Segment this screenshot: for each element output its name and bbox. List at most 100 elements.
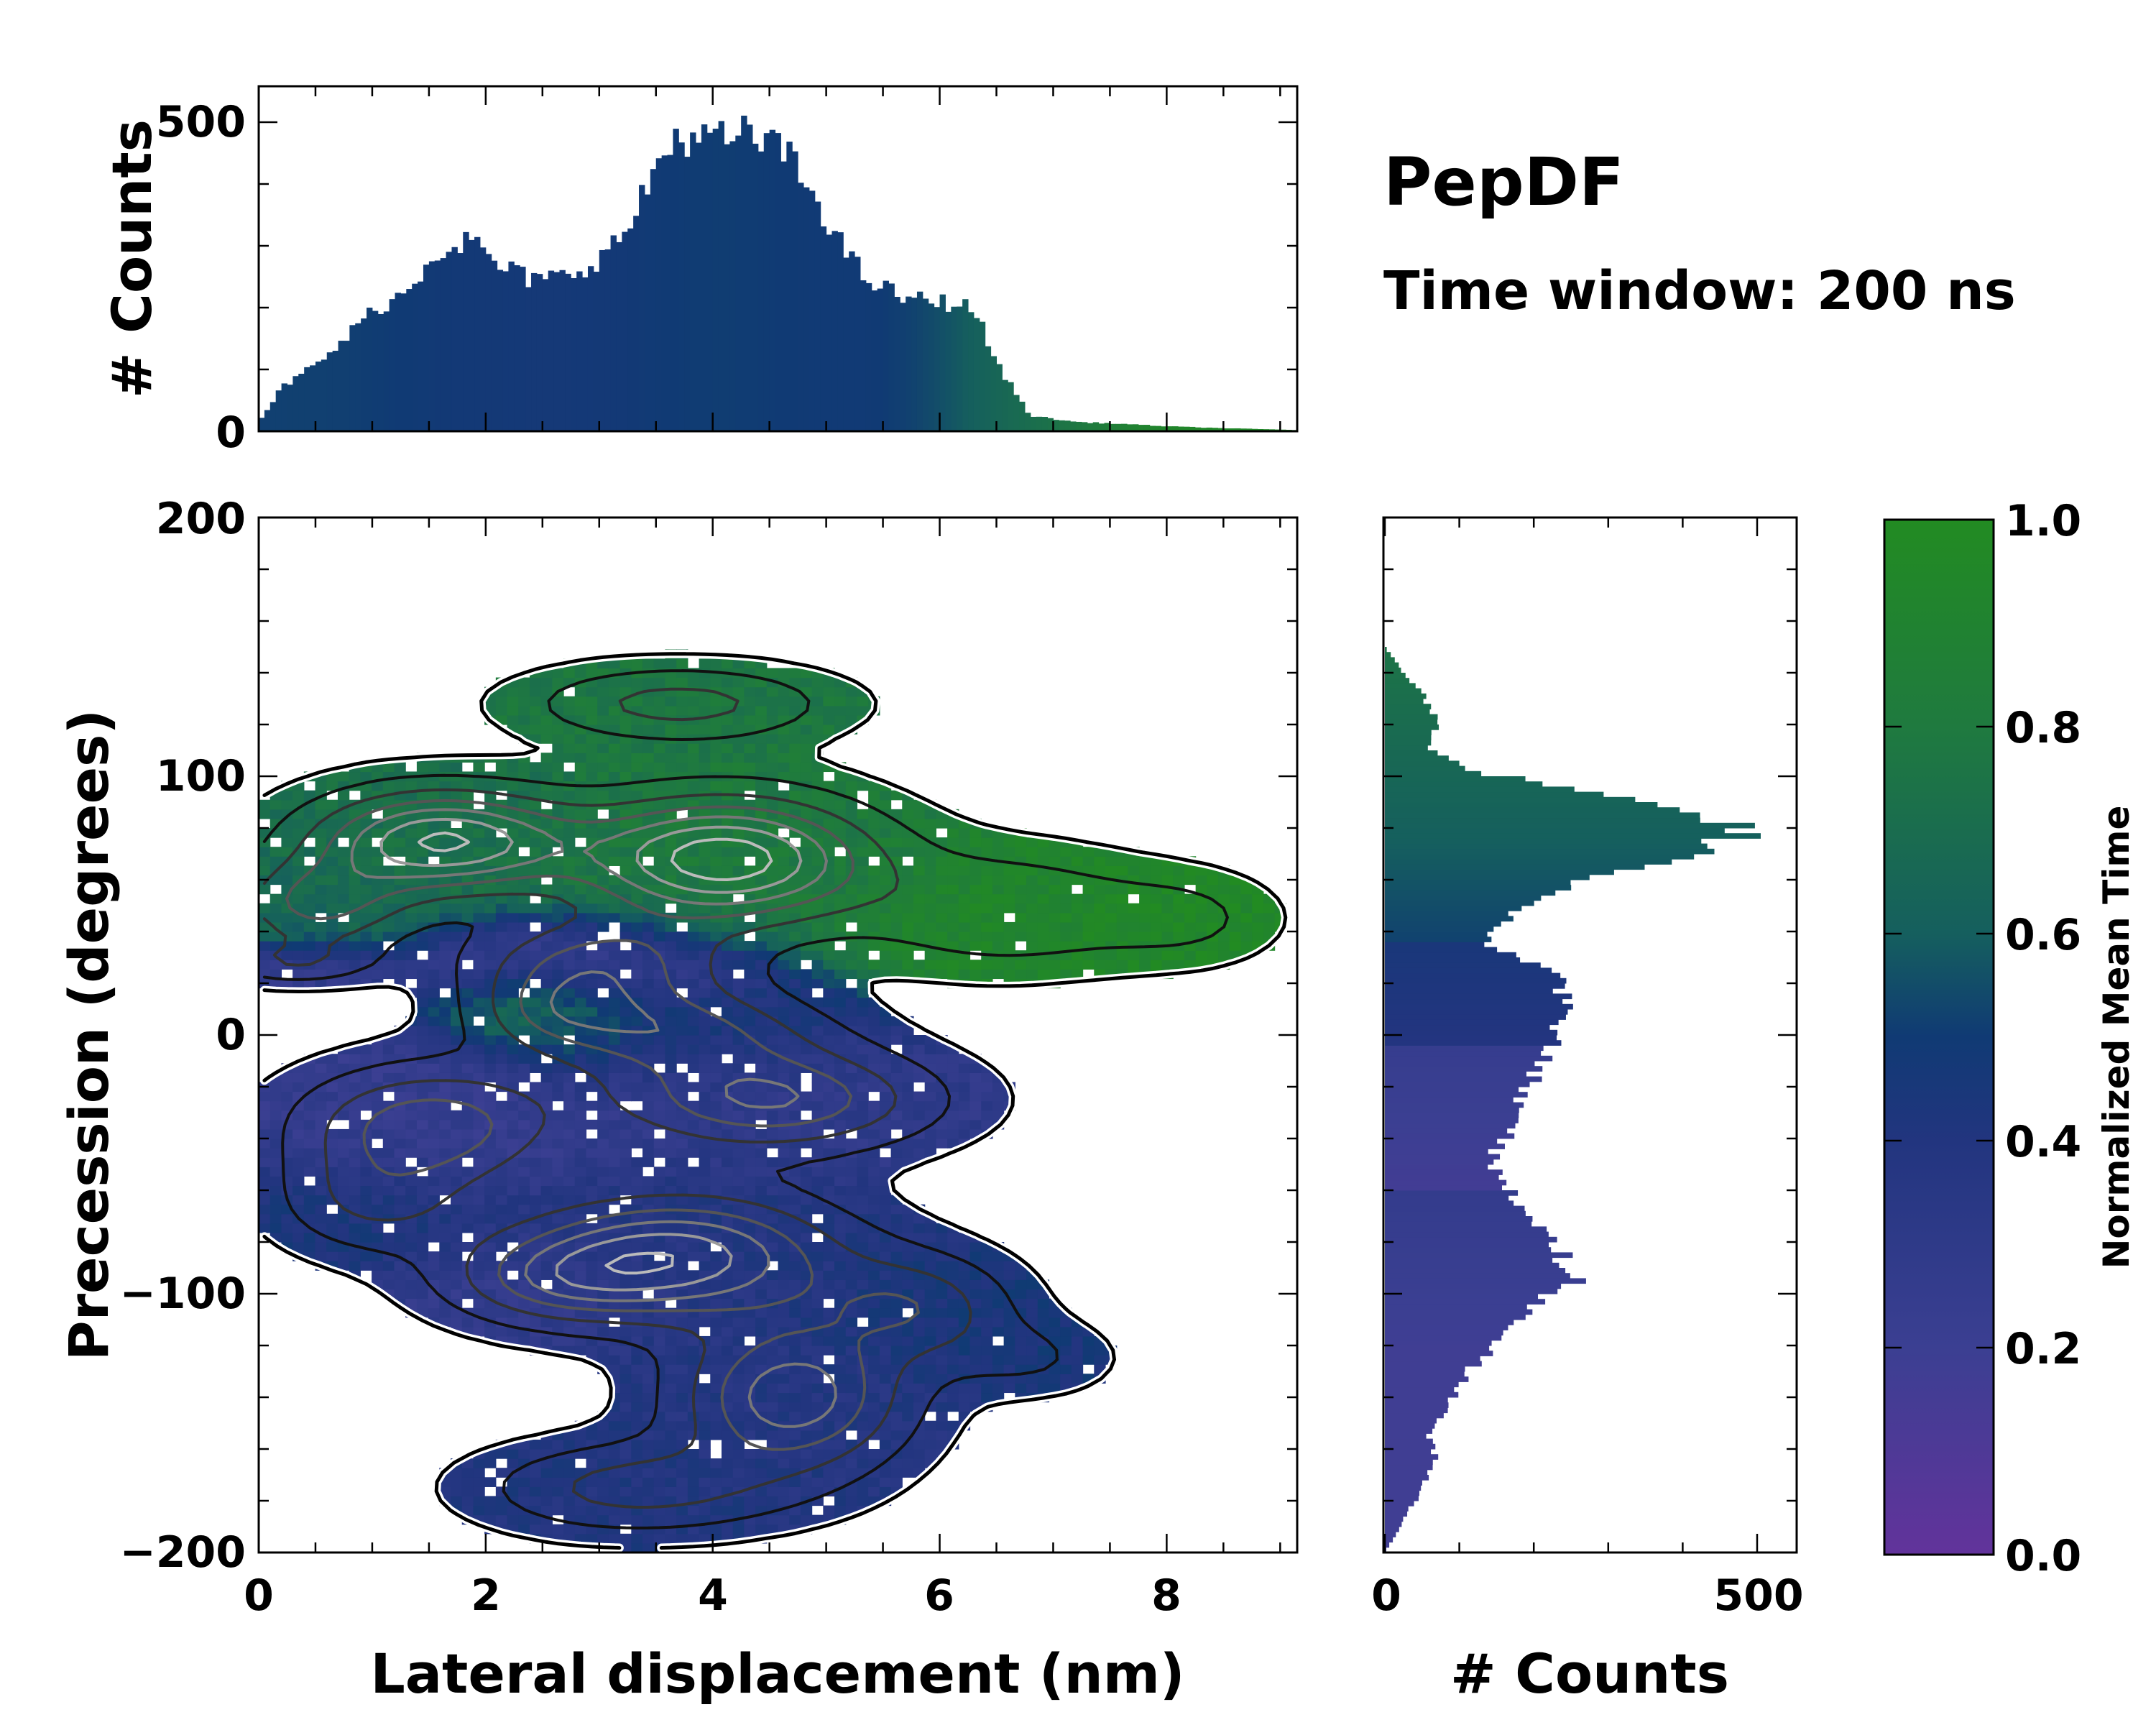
heatmap-cell <box>778 1346 790 1356</box>
heatmap-cell <box>823 921 835 932</box>
heatmap-cell <box>766 1185 779 1196</box>
heatmap-cell <box>958 1063 971 1073</box>
top-hist-bar <box>1217 428 1224 431</box>
heatmap-cell <box>349 1185 361 1196</box>
heatmap-cell <box>665 1025 677 1036</box>
heatmap-cell <box>687 1298 700 1309</box>
heatmap-cell <box>563 847 576 857</box>
heatmap-cell <box>653 1110 666 1121</box>
heatmap-cell <box>924 828 936 838</box>
heatmap-cell <box>902 1420 914 1431</box>
heatmap-cell <box>699 1514 711 1525</box>
heatmap-cell <box>574 960 587 970</box>
top-hist-bar <box>724 144 730 431</box>
heatmap-cell <box>665 1138 677 1149</box>
heatmap-cell <box>947 912 959 923</box>
heatmap-cell <box>732 1383 745 1394</box>
heatmap-cell <box>665 762 677 773</box>
heatmap-cell <box>744 1449 756 1459</box>
heatmap-cell <box>924 1138 936 1149</box>
heatmap-cell <box>687 847 700 857</box>
heatmap-cell <box>687 1119 700 1130</box>
heatmap-cell <box>755 1449 768 1459</box>
heatmap-cell <box>382 1148 395 1158</box>
top-hist-bar <box>673 129 679 431</box>
heatmap-cell <box>755 1486 768 1497</box>
heatmap-cell <box>710 1486 722 1497</box>
heatmap-cell <box>936 1346 948 1356</box>
heatmap-cell <box>766 1307 779 1318</box>
heatmap-cell <box>755 1213 768 1224</box>
heatmap-cell <box>936 1128 948 1139</box>
heatmap-cell <box>349 912 361 923</box>
heatmap-cell <box>1128 921 1140 932</box>
heatmap-cell <box>372 1261 384 1271</box>
heatmap-cell <box>473 1128 485 1139</box>
top-hist-bar <box>1024 413 1031 431</box>
heatmap-cell <box>947 1054 959 1064</box>
heatmap-cell <box>597 921 609 932</box>
heatmap-cell <box>653 1420 666 1431</box>
heatmap-cell <box>1240 921 1253 932</box>
heatmap-cell <box>811 1176 824 1187</box>
heatmap-cell <box>552 1486 564 1497</box>
heatmap-cell <box>619 762 632 773</box>
heatmap-cell <box>642 1542 655 1553</box>
heatmap-cell <box>597 997 609 1008</box>
heatmap-cell <box>969 960 982 970</box>
heatmap-cell <box>800 790 813 801</box>
heatmap-cell <box>687 1533 700 1544</box>
heatmap-cell <box>461 847 474 857</box>
heatmap-cell <box>789 1148 801 1158</box>
heatmap-cell <box>913 1449 926 1459</box>
heatmap-cell <box>969 932 982 942</box>
heatmap-cell <box>958 969 971 980</box>
heatmap-cell <box>484 969 497 980</box>
heatmap-cell <box>518 1072 530 1083</box>
heatmap-cell <box>992 941 1005 951</box>
heatmap-cell <box>270 799 282 810</box>
heatmap-cell <box>518 1232 530 1243</box>
heatmap-cell <box>699 1185 711 1196</box>
heatmap-cell <box>744 1411 756 1422</box>
top-hist-ylabel: # Counts <box>100 119 164 398</box>
heatmap-cell <box>484 912 497 923</box>
heatmap-cell <box>969 1119 982 1130</box>
heatmap-cell <box>890 1035 903 1045</box>
heatmap-cell <box>473 1505 485 1516</box>
heatmap-cell <box>857 1298 869 1309</box>
heatmap-cell <box>382 1176 395 1187</box>
heatmap-cell <box>721 1148 734 1158</box>
heatmap-cell <box>597 1110 609 1121</box>
heatmap-cell <box>484 960 497 970</box>
heatmap-cell <box>608 1496 621 1506</box>
heatmap-cell <box>586 1054 598 1064</box>
heatmap-cell <box>857 1100 869 1111</box>
heatmap-cell <box>958 884 971 895</box>
heatmap-cell <box>687 969 700 980</box>
heatmap-cell <box>394 1044 406 1054</box>
heatmap-cell <box>924 1439 936 1450</box>
heatmap-cell <box>800 1411 813 1422</box>
heatmap-cell <box>574 1261 587 1271</box>
heatmap-cell <box>710 1392 722 1403</box>
heatmap-cell <box>563 1524 576 1535</box>
heatmap-cell <box>1094 950 1106 960</box>
heatmap-cell <box>586 753 598 763</box>
top-hist-bar <box>1229 428 1235 431</box>
heatmap-cell <box>755 1364 768 1374</box>
heatmap-cell <box>687 856 700 866</box>
heatmap-cell <box>676 743 688 753</box>
heatmap-cell <box>823 799 835 810</box>
heatmap-cell <box>789 743 801 753</box>
heatmap-cell <box>845 1317 858 1328</box>
heatmap-cell <box>924 1100 936 1111</box>
heatmap-cell <box>744 1355 756 1365</box>
heatmap-cell <box>1105 884 1118 895</box>
heatmap-cell <box>473 1072 485 1083</box>
heatmap-cell <box>507 1458 519 1468</box>
heatmap-cell <box>416 1195 429 1205</box>
heatmap-cell <box>303 932 316 942</box>
heatmap-cell <box>574 743 587 753</box>
heatmap-cell <box>1094 1346 1106 1356</box>
